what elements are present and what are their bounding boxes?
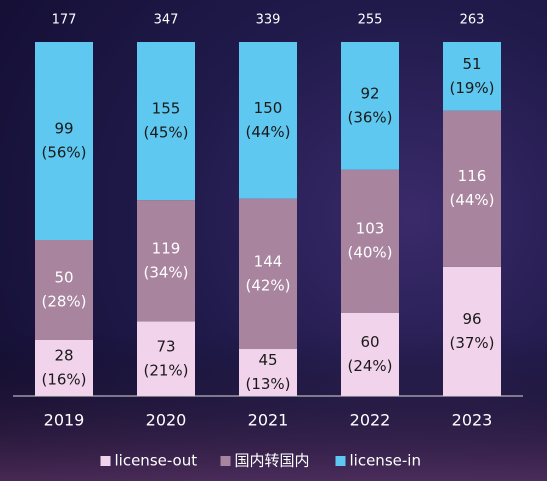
bar-segment (35, 42, 93, 240)
percent-label: (24%) (347, 357, 392, 375)
total-label: 347 (154, 13, 179, 28)
percent-label: (28%) (41, 293, 86, 311)
percent-label: (42%) (245, 276, 290, 294)
bar-segment (443, 42, 501, 111)
bar-segment (137, 321, 195, 396)
value-label: 103 (356, 220, 385, 238)
percent-label: (19%) (449, 79, 494, 97)
value-label: 60 (360, 333, 379, 351)
legend-swatch (220, 456, 231, 466)
legend-swatch (100, 456, 111, 466)
percent-label: (37%) (449, 334, 494, 352)
legend-swatch (335, 456, 346, 466)
bar-segment (341, 42, 399, 170)
value-label: 96 (462, 310, 481, 328)
percent-label: (45%) (143, 124, 188, 142)
value-label: 45 (258, 351, 277, 369)
legend-label: 国内转国内 (235, 452, 310, 470)
total-label: 255 (358, 13, 383, 28)
bar-segment (341, 312, 399, 396)
percent-label: (13%) (245, 375, 290, 393)
percent-label: (44%) (245, 123, 290, 141)
percent-label: (36%) (347, 108, 392, 126)
total-label: 339 (256, 13, 281, 28)
value-label: 51 (462, 55, 481, 73)
x-tick-label: 2023 (452, 411, 493, 430)
bar-segment (239, 42, 297, 199)
bar-segment (239, 349, 297, 396)
bar-segment (35, 340, 93, 396)
value-label: 155 (152, 100, 181, 118)
value-label: 50 (54, 269, 73, 287)
percent-label: (21%) (143, 361, 188, 379)
bar-segment (443, 110, 501, 267)
value-label: 99 (54, 120, 73, 138)
x-tick-label: 2019 (44, 411, 85, 430)
value-label: 73 (156, 337, 175, 355)
x-tick-label: 2022 (350, 411, 391, 430)
x-tick-label: 2020 (146, 411, 187, 430)
bar-segment (137, 200, 195, 322)
legend-label: license-out (115, 452, 198, 470)
total-label: 263 (460, 13, 485, 28)
value-label: 28 (54, 347, 73, 365)
value-label: 150 (254, 99, 283, 117)
bar-segment (137, 42, 195, 201)
value-label: 92 (360, 84, 379, 102)
percent-label: (56%) (41, 144, 86, 162)
bar-segment (341, 169, 399, 313)
value-label: 116 (458, 167, 487, 185)
percent-label: (34%) (143, 263, 188, 281)
percent-label: (40%) (347, 244, 392, 262)
legend-label: license-in (350, 452, 421, 470)
bar-segment (35, 240, 93, 340)
percent-label: (44%) (449, 191, 494, 209)
total-label: 177 (52, 13, 77, 28)
percent-label: (16%) (41, 371, 86, 389)
value-label: 144 (254, 252, 283, 270)
bar-segment (239, 198, 297, 350)
bar-segment (443, 266, 501, 396)
value-label: 119 (152, 239, 181, 257)
x-tick-label: 2021 (248, 411, 289, 430)
